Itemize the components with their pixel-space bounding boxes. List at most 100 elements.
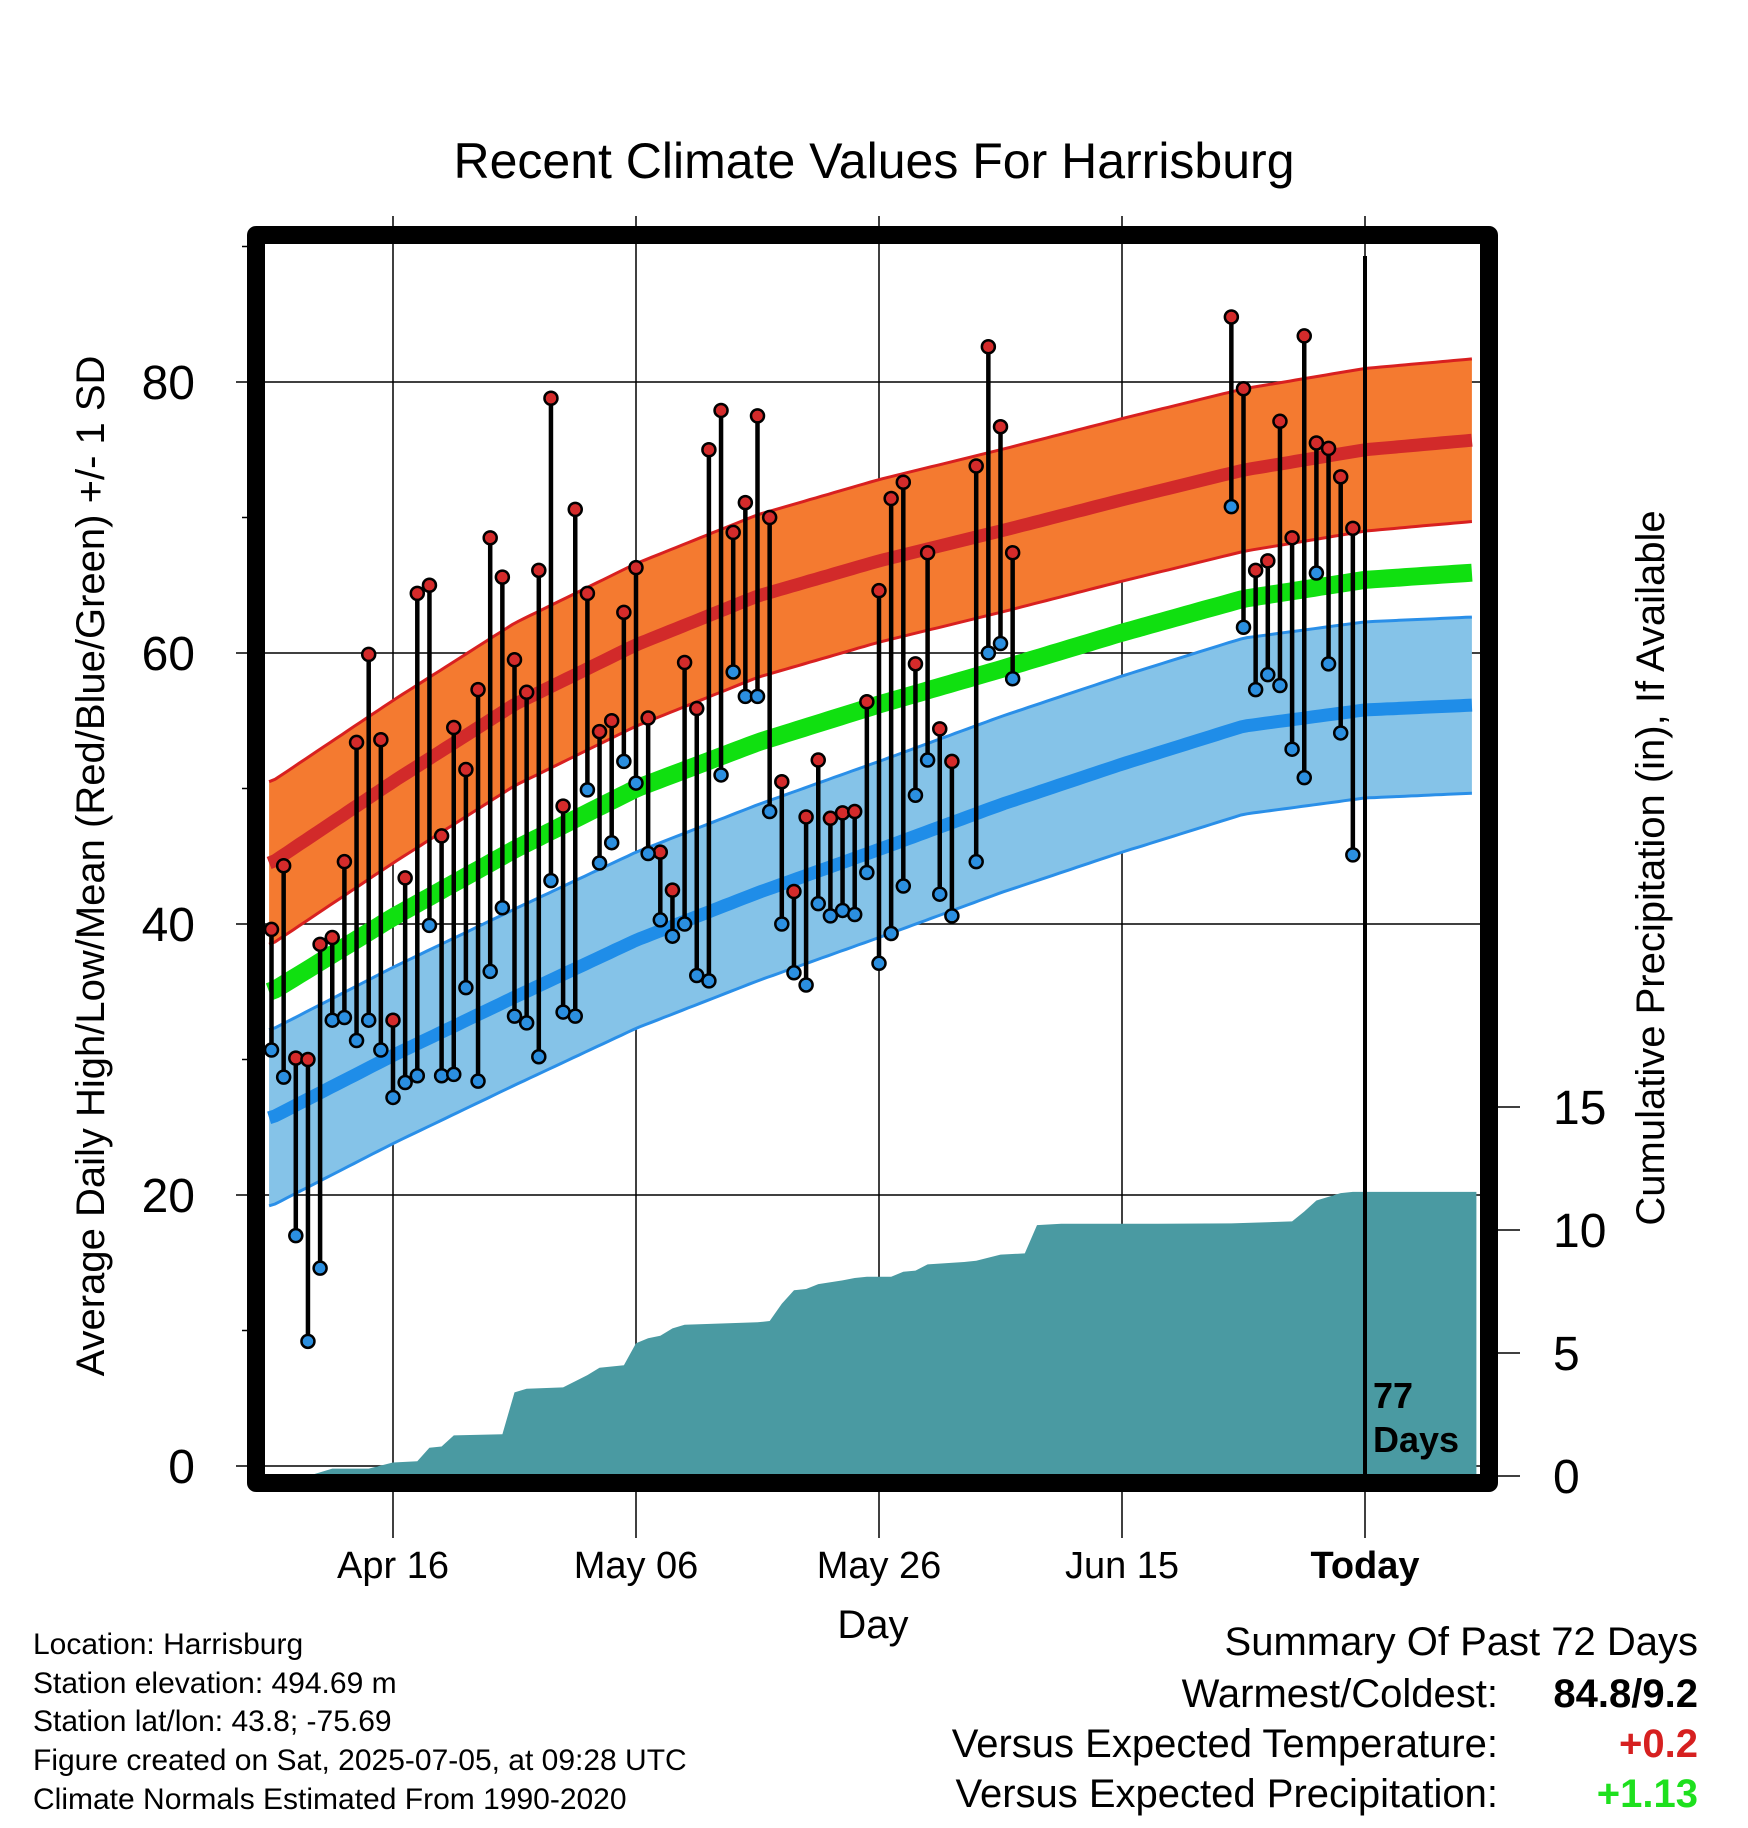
daily-low-point — [458, 979, 474, 996]
daily-high-point — [810, 752, 826, 768]
daily-low-point — [652, 912, 669, 928]
daily-high-point — [859, 694, 875, 710]
daily-high-point — [579, 585, 596, 602]
daily-low-point — [749, 688, 766, 705]
x-tick-label: Today — [1310, 1545, 1419, 1587]
daily-high-point — [1223, 309, 1240, 325]
summary-precip-label: Versus Expected Precipitation: — [955, 1772, 1498, 1816]
daily-low-point — [1332, 725, 1349, 741]
daily-low-point — [761, 803, 778, 820]
daily-low-point — [883, 925, 899, 942]
daily-high-point — [1247, 562, 1264, 579]
daily-low-point — [482, 963, 498, 980]
daily-high-point — [1320, 440, 1337, 457]
footer-location: Location: Harrisburg — [33, 1628, 304, 1661]
daily-low-point — [1260, 666, 1276, 683]
daily-low-point — [1235, 619, 1252, 636]
daily-high-point — [640, 710, 656, 726]
daily-low-point — [859, 864, 875, 881]
x-tick-label: May 26 — [817, 1545, 942, 1587]
daily-high-point — [421, 577, 438, 593]
daily-high-point — [774, 773, 790, 790]
plot-frame-border — [247, 226, 1498, 1492]
daily-low-point — [1223, 498, 1240, 515]
daily-low-point — [786, 965, 802, 981]
summary-temp-label: Versus Expected Temperature: — [951, 1722, 1498, 1766]
daily-low-point — [676, 916, 693, 932]
daily-high-point — [275, 857, 292, 874]
daily-low-point — [628, 775, 644, 791]
daily-low-point — [1284, 741, 1300, 757]
daily-high-point — [470, 681, 486, 698]
daily-low-point — [603, 834, 620, 851]
summary-heading: Summary Of Past 72 Days — [1224, 1620, 1698, 1664]
y-axis-title: Average Daily High/Low/Mean (Red/Blue/Gr… — [69, 356, 113, 1377]
daily-low-point — [409, 1068, 426, 1084]
daily-low-point — [1296, 769, 1312, 786]
daily-high-point — [616, 604, 632, 621]
daily-high-point — [603, 713, 620, 729]
daily-high-point — [1332, 469, 1349, 485]
y2-tick-label: 10 — [1553, 1205, 1606, 1258]
daily-high-point — [737, 494, 754, 511]
daily-high-point — [1235, 381, 1252, 397]
daily-high-point — [433, 828, 450, 844]
precip-area — [271, 1191, 1477, 1476]
daily-high-point — [397, 870, 413, 886]
daily-high-point — [506, 652, 523, 668]
summary-warm-cold: Warmest/Coldest: 84.8/9.2 — [1182, 1672, 1698, 1717]
daily-high-point — [919, 544, 936, 561]
chart-title: Recent Climate Values For Harrisburg — [453, 133, 1295, 189]
daily-high-point — [494, 569, 511, 585]
daily-low-point — [689, 967, 705, 984]
daily-high-point — [968, 458, 984, 474]
daily-low-point — [373, 1042, 389, 1058]
y2-tick-label: 15 — [1553, 1082, 1606, 1135]
daily-high-point — [1260, 553, 1276, 569]
daily-low-point — [518, 1015, 535, 1031]
y2-tick-label: 5 — [1553, 1328, 1580, 1381]
daily-low-point — [1308, 565, 1325, 581]
axis-labels: 0 20 40 60 80 0 5 10 15 Apr 16 May 06 May 26 Jun 15 T… — [69, 356, 1673, 1647]
daily-high-point — [324, 929, 340, 946]
daily-high-point — [749, 408, 766, 424]
x-tick-label: Jun 15 — [1065, 1545, 1179, 1587]
daily-points — [263, 309, 1361, 1350]
daily-low-point — [1320, 656, 1337, 672]
daily-high-point — [263, 921, 280, 938]
daily-low-point — [919, 752, 936, 768]
daily-high-point — [701, 442, 717, 458]
daily-low-point — [713, 767, 729, 783]
low-band-lower-edge — [268, 791, 1472, 1208]
daily-low-point — [336, 1009, 353, 1026]
summary-warm-cold-label: Warmest/Coldest: — [1181, 1672, 1498, 1716]
summary-warm-cold-value: 84.8/9.2 — [1553, 1672, 1698, 1716]
daily-high-point — [822, 810, 839, 827]
daily-high-point — [786, 883, 802, 900]
y-tick-label: 40 — [142, 899, 195, 952]
daily-low-point — [288, 1227, 304, 1244]
footer-normals: Climate Normals Estimated From 1990-2020 — [33, 1783, 627, 1816]
daily-high-point — [555, 798, 571, 814]
daily-high-point — [713, 402, 729, 419]
daily-high-point — [664, 882, 681, 898]
daily-high-point — [676, 654, 693, 671]
today-days-word: Days — [1373, 1419, 1459, 1460]
daily-high-point — [980, 339, 997, 355]
y2-tick-label: 0 — [1553, 1451, 1580, 1504]
daily-low-point — [907, 787, 924, 804]
daily-high-point — [409, 585, 426, 602]
summary-temp-value: +0.2 — [1619, 1722, 1698, 1766]
daily-low-point — [567, 1008, 583, 1024]
daily-low-point — [494, 899, 511, 916]
footer-elevation: Station elevation: 494.69 m — [33, 1667, 397, 1700]
summary-precip: Versus Expected Precipitation: +1.13 — [955, 1772, 1698, 1817]
daily-high-point — [348, 734, 365, 751]
daily-high-point — [628, 559, 644, 576]
footer-latlon: Station lat/lon: 43.8; -75.69 — [33, 1705, 392, 1738]
daily-high-point — [543, 390, 559, 407]
daily-high-point — [944, 753, 960, 770]
daily-high-point — [336, 853, 353, 870]
